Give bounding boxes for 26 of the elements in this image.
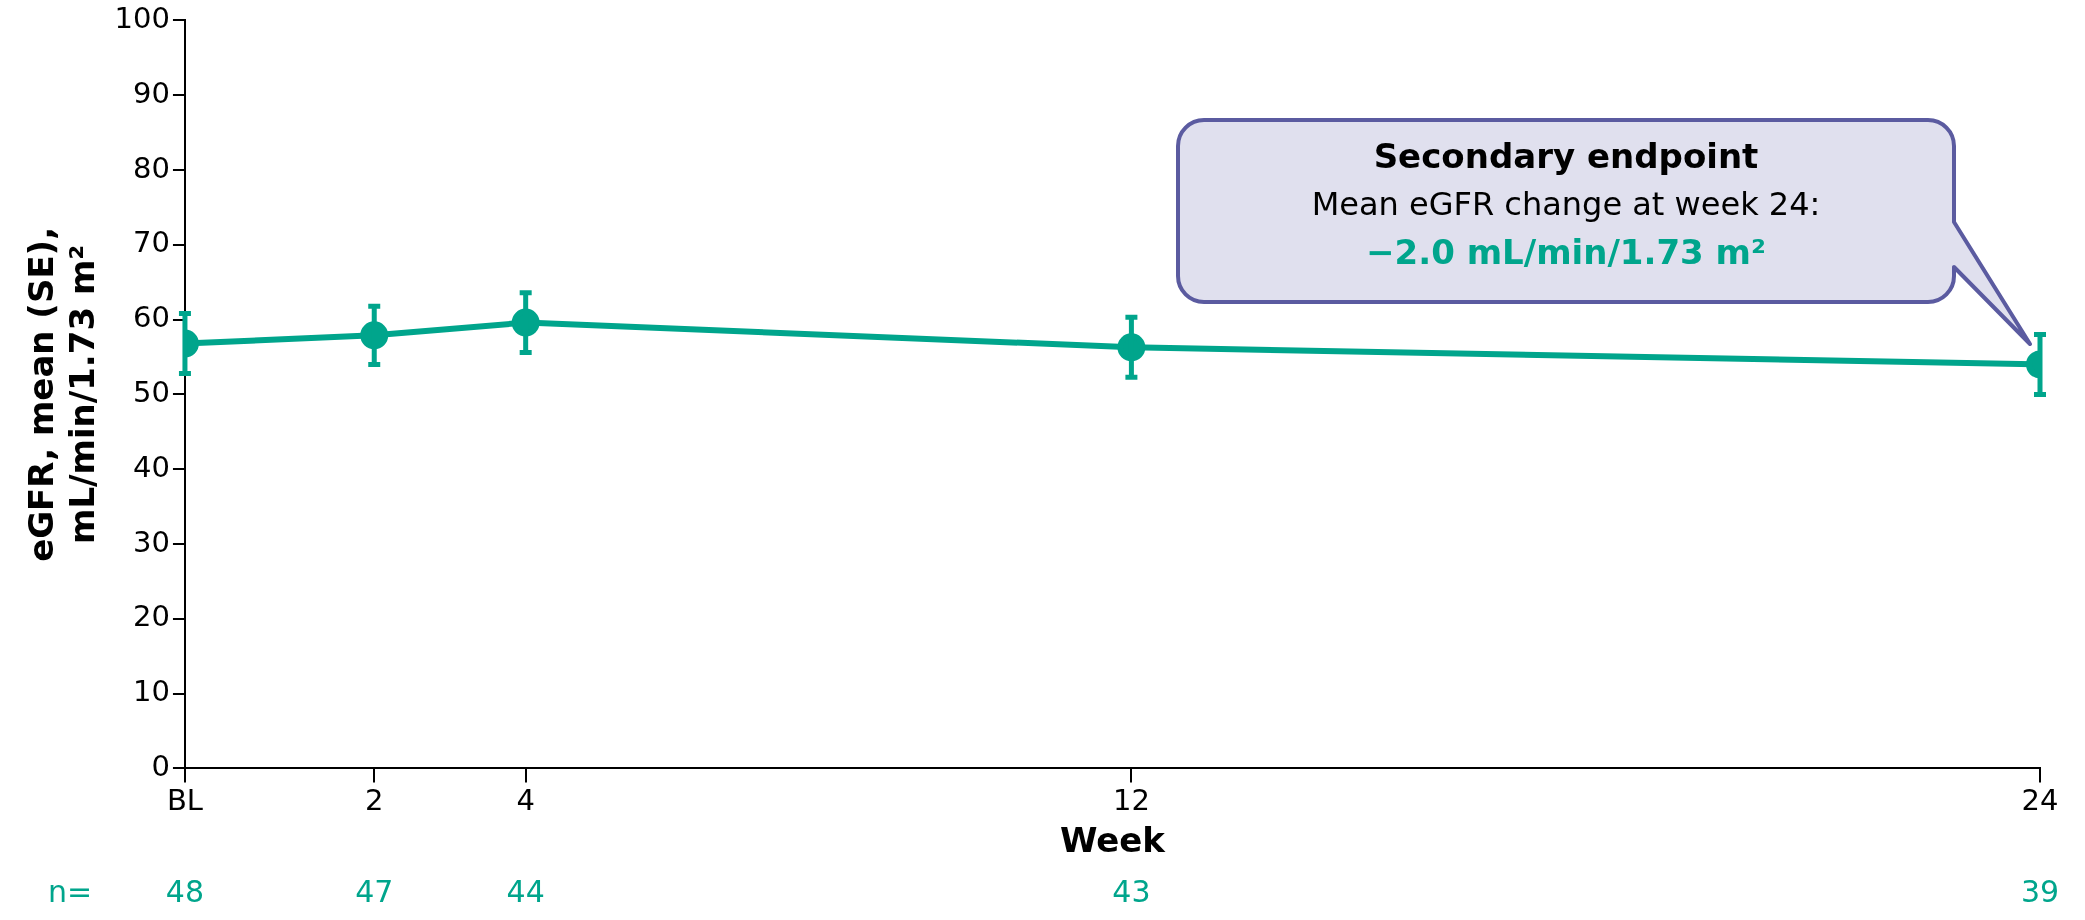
text: n= xyxy=(48,873,93,909)
y-tick-label: 40 xyxy=(133,449,170,484)
annotation: Secondary endpoint Mean eGFR change at week 24: −2.0 mL/min/1.73 m² xyxy=(1310,135,1822,274)
y-tick-label: 50 xyxy=(133,374,170,409)
y-tick-label: 70 xyxy=(133,225,170,260)
y-tick-label: 0 xyxy=(151,748,170,783)
y-tick-label: 10 xyxy=(133,674,170,709)
y-tick-label: 90 xyxy=(133,75,170,110)
y-tick-label: 60 xyxy=(133,300,170,335)
x-axis-title: Week xyxy=(1059,820,1167,861)
x-tick-label: 24 xyxy=(2021,783,2059,818)
y-tick-label: 100 xyxy=(114,0,170,35)
x-tick-label: 12 xyxy=(1112,783,1150,818)
y-tick-label: 20 xyxy=(133,599,170,634)
x-tick-label: 4 xyxy=(516,783,535,818)
text: 47 xyxy=(355,873,394,909)
callout-box: Secondary endpoint Mean eGFR change at week 24: −2.0 mL/min/1.73 m² xyxy=(1176,118,2034,348)
y-axis-title: eGFR, mean (SE), mL/min/1.73 m² xyxy=(21,226,103,562)
text: 43 xyxy=(1112,873,1151,909)
y-tick-label: 30 xyxy=(133,524,170,559)
text: 44 xyxy=(506,873,545,909)
x-tick-label: 2 xyxy=(365,783,384,818)
text: 48 xyxy=(165,873,205,909)
x-tick-label: BL xyxy=(166,783,203,818)
text: 39 xyxy=(2020,873,2060,909)
y-tick-label: 80 xyxy=(133,150,170,185)
